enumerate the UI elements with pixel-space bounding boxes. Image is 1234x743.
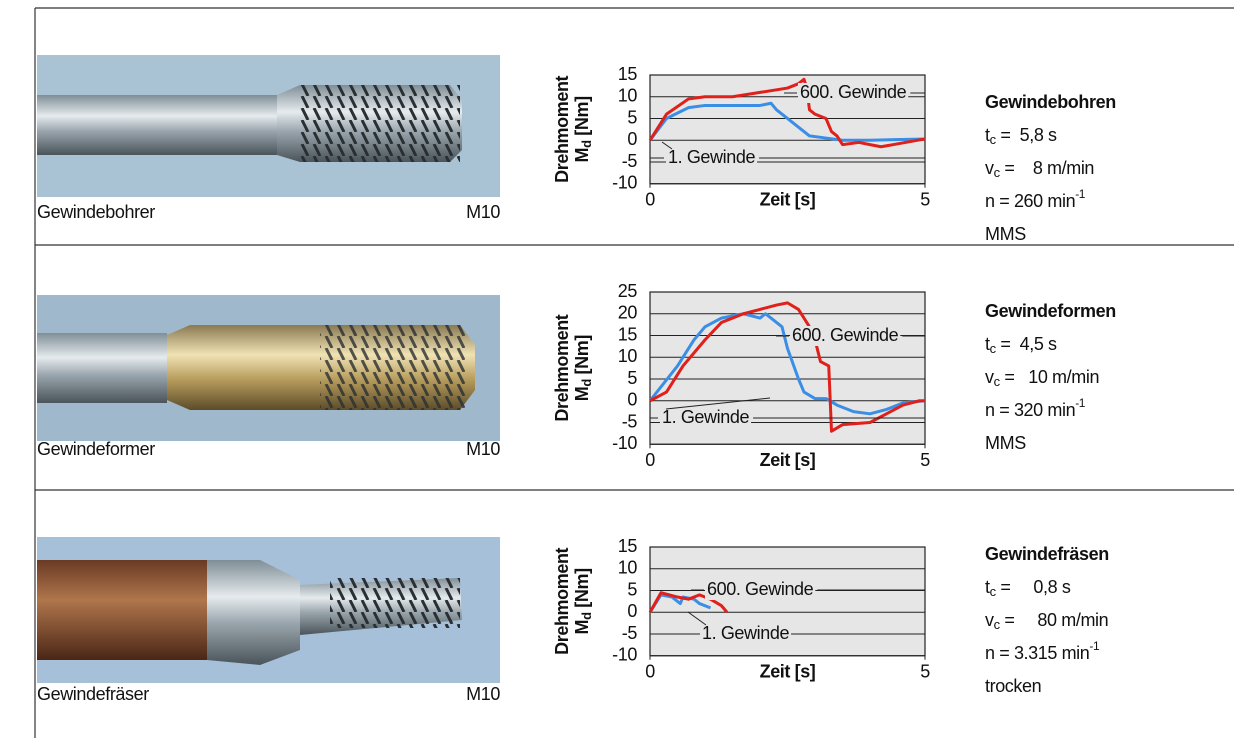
y-tick-label: 20: [618, 303, 638, 323]
param-symbol: n: [985, 643, 995, 663]
process-param: n = 320 min-1: [985, 396, 1086, 420]
tool-size: M10: [466, 202, 500, 222]
y-tick-label: -10: [612, 645, 637, 665]
process-param: vc = 10 m/min: [985, 367, 1099, 390]
y-tick-label: -10: [612, 173, 637, 193]
tool-caption: Gewindefräser: [37, 684, 149, 704]
series-label: 600. Gewinde: [707, 579, 814, 599]
tool-photo: [37, 537, 500, 683]
param-text: MMS: [985, 224, 1026, 244]
y-tick-label: 25: [618, 281, 638, 301]
y-tick-label: 15: [618, 536, 638, 556]
param-text: = 80 m/min: [1000, 610, 1109, 630]
process-param: MMS: [985, 224, 1026, 244]
y-symbol: M: [572, 148, 592, 163]
y-axis-label: Md [Nm]: [572, 96, 595, 162]
tool-size: M10: [466, 439, 500, 459]
process-param: vc = 80 m/min: [985, 610, 1108, 633]
process-param: tc = 5,8 s: [985, 125, 1057, 148]
y-unit: [Nm]: [572, 335, 592, 374]
process-param: vc = 8 m/min: [985, 158, 1094, 181]
process-param: tc = 0,8 s: [985, 577, 1071, 600]
x-tick-label: 0: [645, 662, 655, 682]
y-axis-label: Drehmoment: [552, 314, 572, 421]
y-tick-label: -5: [622, 623, 638, 643]
y-tick-label: -5: [622, 151, 638, 171]
y-tick-label: 5: [627, 579, 637, 599]
param-text: = 0,8 s: [996, 577, 1071, 597]
x-tick-label: 5: [920, 662, 930, 682]
process-param: MMS: [985, 433, 1026, 453]
param-text: = 4,5 s: [996, 334, 1057, 354]
figure: GewindebohrerM10Gewindebohrentc = 5,8 sv…: [0, 0, 1234, 738]
series-label: 600. Gewinde: [792, 325, 899, 345]
process-param: trocken: [985, 676, 1041, 696]
y-tick-label: 15: [618, 64, 638, 84]
series-label: 600. Gewinde: [800, 82, 907, 102]
y-symbol: M: [572, 387, 592, 402]
y-tick-label: 10: [618, 558, 638, 578]
param-text: = 260 min: [995, 191, 1076, 211]
x-axis-label: Zeit [s]: [760, 450, 816, 470]
y-tick-label: -5: [622, 411, 638, 431]
series-label: 1. Gewinde: [668, 147, 755, 167]
param-superscript: -1: [1089, 639, 1100, 653]
y-unit: [Nm]: [572, 568, 592, 607]
y-tick-label: 0: [627, 390, 637, 410]
x-tick-label: 5: [920, 190, 930, 210]
y-tick-label: 5: [627, 368, 637, 388]
y-unit: [Nm]: [572, 96, 592, 135]
x-tick-label: 5: [920, 450, 930, 470]
param-symbol: n: [985, 191, 995, 211]
series-label: 1. Gewinde: [662, 407, 749, 427]
y-tick-label: 15: [618, 324, 638, 344]
x-axis-label: Zeit [s]: [760, 190, 816, 210]
param-text: = 8 m/min: [1000, 158, 1094, 178]
tool-photo: [37, 55, 500, 197]
y-axis-label: Md [Nm]: [572, 568, 595, 634]
y-tick-label: 0: [627, 129, 637, 149]
process-title: Gewindebohren: [985, 92, 1116, 112]
param-symbol: n: [985, 400, 995, 420]
y-axis-label: Md [Nm]: [572, 335, 595, 401]
y-tick-label: 0: [627, 601, 637, 621]
tool-caption: Gewindeformer: [37, 439, 155, 459]
param-text: = 320 min: [995, 400, 1076, 420]
process-param: n = 3.315 min-1: [985, 639, 1100, 663]
tool-photo: [37, 295, 500, 441]
param-text: = 3.315 min: [995, 643, 1090, 663]
param-text: MMS: [985, 433, 1026, 453]
process-title: Gewindefräsen: [985, 544, 1109, 564]
y-tick-label: 5: [627, 107, 637, 127]
y-symbol: M: [572, 620, 592, 635]
process-title: Gewindeformen: [985, 301, 1116, 321]
param-superscript: -1: [1075, 396, 1086, 410]
x-axis-label: Zeit [s]: [760, 662, 816, 682]
y-axis-label: Drehmoment: [552, 547, 572, 654]
tool-size: M10: [466, 684, 500, 704]
tool-caption: Gewindebohrer: [37, 202, 155, 222]
y-tick-label: 10: [618, 346, 638, 366]
process-param: n = 260 min-1: [985, 187, 1086, 211]
param-text: trocken: [985, 676, 1041, 696]
param-text: = 5,8 s: [996, 125, 1057, 145]
param-superscript: -1: [1075, 187, 1086, 201]
process-param: tc = 4,5 s: [985, 334, 1057, 357]
param-text: = 10 m/min: [1000, 367, 1099, 387]
y-axis-label: Drehmoment: [552, 75, 572, 182]
y-tick-label: -10: [612, 433, 637, 453]
series-label: 1. Gewinde: [702, 623, 789, 643]
x-tick-label: 0: [645, 190, 655, 210]
x-tick-label: 0: [645, 450, 655, 470]
y-tick-label: 10: [618, 86, 638, 106]
